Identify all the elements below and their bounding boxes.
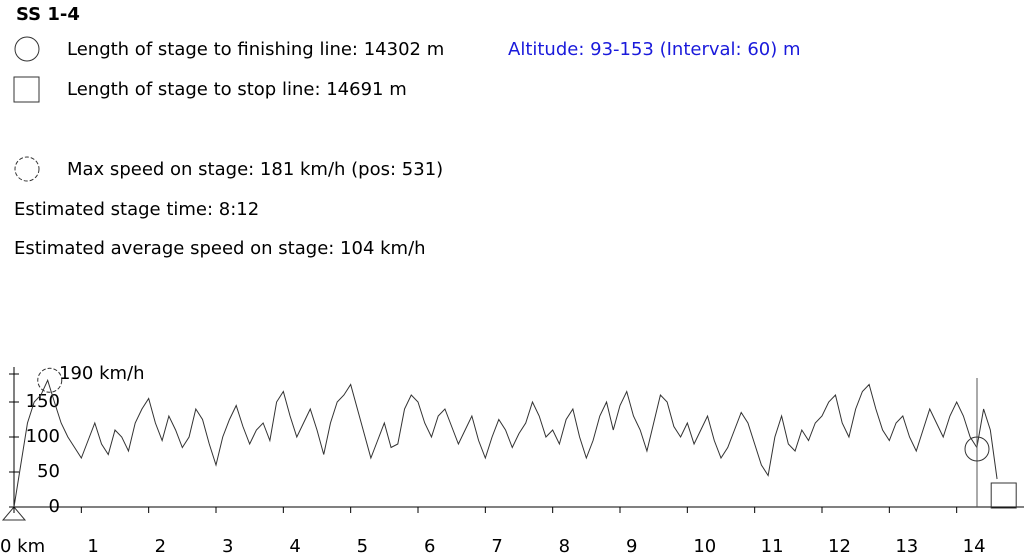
x-tick-label: 12	[828, 536, 851, 557]
y-tick-label: 0	[49, 496, 60, 517]
stage-title: SS 1-4	[16, 4, 80, 25]
x-tick-label: 11	[761, 536, 784, 557]
x-tick-label: 3	[222, 536, 233, 557]
stage-time: Estimated stage time: 8:12	[14, 199, 259, 220]
x-tick-label: 1	[87, 536, 98, 557]
x-tick-label: 9	[626, 536, 637, 557]
stop-icon	[13, 76, 40, 103]
start-marker	[1, 506, 27, 521]
x-tick-label: 10	[693, 536, 716, 557]
stop-marker	[990, 482, 1017, 509]
x-tick-label: 2	[155, 536, 166, 557]
finish-length: Length of stage to finishing line: 14302…	[67, 39, 444, 60]
speed-line	[13, 378, 998, 508]
stop-length: Length of stage to stop line: 14691 m	[67, 79, 407, 100]
x-tick-label: 6	[424, 536, 435, 557]
y-tick-label: 100	[26, 426, 60, 447]
y-tick-label: 50	[37, 461, 60, 482]
y-tick-label: 190 km/h	[59, 363, 145, 384]
x-tick-label: 4	[289, 536, 300, 557]
max-speed: Max speed on stage: 181 km/h (pos: 531)	[67, 159, 443, 180]
finish-icon	[14, 36, 40, 62]
avg-speed: Estimated average speed on stage: 104 km…	[14, 238, 426, 259]
y-tick-label: 150	[26, 391, 60, 412]
x-tick-label: 7	[491, 536, 502, 557]
x-tick-label: 14	[963, 536, 986, 557]
x-tick-label: 5	[357, 536, 368, 557]
x-tick-label: 13	[895, 536, 918, 557]
finish-marker	[964, 436, 990, 462]
x-tick-label: 0 km	[0, 536, 45, 557]
x-tick-label: 8	[559, 536, 570, 557]
max-speed-marker	[37, 367, 63, 393]
max-speed-icon	[14, 156, 40, 182]
altitude: Altitude: 93-153 (Interval: 60) m	[508, 39, 801, 60]
